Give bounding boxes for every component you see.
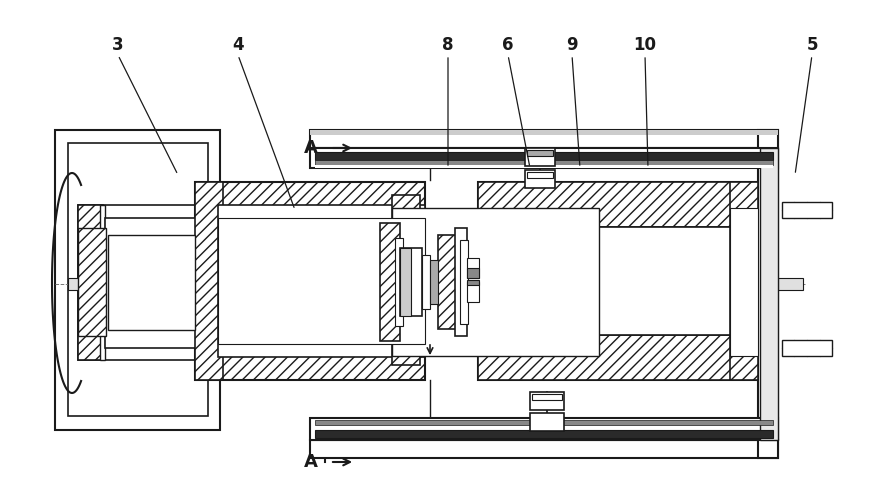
Bar	[400, 248, 411, 316]
Bar	[782, 340, 832, 356]
Bar	[310, 418, 778, 440]
Bar	[530, 413, 564, 431]
Text: 6: 6	[502, 36, 514, 54]
Bar	[478, 182, 758, 380]
Bar	[68, 143, 208, 416]
Bar	[730, 208, 758, 356]
Bar	[195, 182, 223, 380]
Bar	[315, 420, 773, 425]
Bar	[438, 235, 460, 329]
Bar	[395, 238, 403, 326]
Bar	[315, 430, 773, 438]
Text: 3: 3	[112, 36, 124, 54]
Bar	[105, 218, 198, 348]
Bar	[758, 130, 778, 458]
Bar	[532, 394, 562, 400]
Bar	[400, 248, 422, 316]
Bar	[730, 182, 758, 380]
Bar	[380, 223, 400, 341]
Bar	[55, 130, 220, 430]
Bar	[525, 148, 555, 166]
Bar	[422, 255, 430, 309]
Bar	[478, 335, 758, 380]
Bar	[100, 205, 105, 360]
Bar	[782, 202, 832, 218]
Bar	[460, 240, 468, 324]
Bar	[525, 170, 555, 188]
Bar	[310, 148, 778, 168]
Text: 9: 9	[566, 36, 577, 54]
Bar	[392, 195, 420, 365]
Bar	[195, 182, 425, 380]
Text: 5: 5	[806, 36, 818, 54]
Bar	[478, 182, 758, 227]
Bar	[527, 150, 553, 156]
Bar	[392, 208, 599, 356]
Bar	[315, 152, 773, 160]
Text: A: A	[304, 453, 318, 471]
Bar	[195, 227, 425, 335]
Bar	[195, 182, 425, 227]
Bar	[68, 278, 803, 290]
Text: 4: 4	[232, 36, 244, 54]
Bar	[455, 228, 467, 336]
Bar	[78, 205, 198, 360]
Bar	[478, 227, 758, 335]
Bar	[310, 130, 778, 148]
Bar	[218, 205, 425, 357]
Bar	[195, 335, 425, 380]
Bar	[310, 130, 778, 135]
Text: A: A	[304, 139, 318, 157]
Bar	[78, 205, 103, 360]
Bar	[467, 280, 479, 285]
Bar	[467, 282, 479, 302]
Bar	[310, 440, 778, 458]
Bar	[527, 172, 553, 178]
Bar	[108, 235, 195, 330]
Bar	[430, 260, 438, 304]
Bar	[315, 165, 773, 168]
Bar	[530, 392, 564, 410]
Bar	[315, 160, 773, 165]
Bar	[760, 148, 778, 440]
Bar	[218, 218, 425, 344]
Bar	[467, 258, 479, 278]
Text: 8: 8	[442, 36, 454, 54]
Bar	[467, 268, 479, 278]
Bar	[78, 228, 106, 336]
Text: 10: 10	[633, 36, 656, 54]
